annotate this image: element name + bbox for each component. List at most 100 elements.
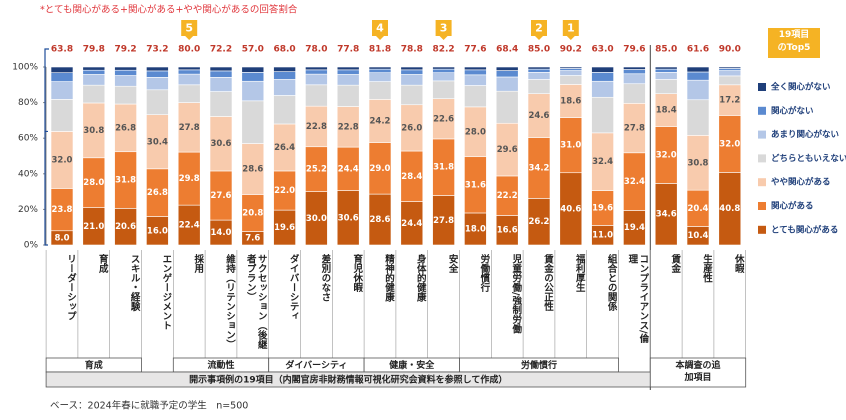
category-label: サクセッション（後継者プラン） <box>244 254 267 349</box>
value-label: 31.8 <box>433 163 454 173</box>
bar-segment <box>177 66 201 71</box>
category-label: 組合との関係 <box>605 254 617 311</box>
value-label: 34.2 <box>529 163 550 173</box>
value-label: 27.8 <box>433 216 454 226</box>
value-label: 26.8 <box>115 123 136 133</box>
value-label: 24.2 <box>370 116 391 126</box>
bar-segment <box>623 83 646 104</box>
value-label: 8.0 <box>54 233 69 243</box>
group-label: ダイバーシティ <box>285 359 347 371</box>
bar-segment <box>114 75 137 87</box>
group-label: 流動性 <box>207 359 234 371</box>
bar-segment <box>718 68 742 71</box>
legend-label: あまり関心がない <box>771 129 839 140</box>
value-label: 40.6 <box>560 204 581 214</box>
bar-segment <box>114 66 137 71</box>
bar-segment <box>432 72 455 82</box>
value-label: 18.6 <box>560 96 581 106</box>
value-label: 32.4 <box>592 157 613 167</box>
category-cell: ダイバーシティ <box>287 254 299 321</box>
bar-segment <box>686 66 710 73</box>
bar-segment <box>336 74 360 86</box>
bar-segment <box>400 69 424 75</box>
total-label: 85.0 <box>528 45 550 55</box>
category-cell: 生産性 <box>701 254 712 283</box>
bar-segment <box>177 73 201 86</box>
total-label: 79.2 <box>114 45 136 55</box>
value-label: 24.4 <box>338 164 359 174</box>
category-label: ダイバーシティ <box>287 254 299 321</box>
legend-swatch <box>758 106 766 115</box>
bar-segment <box>114 85 137 105</box>
value-label: 22.0 <box>274 186 295 196</box>
extra-group-box <box>649 357 747 388</box>
value-label: 29.8 <box>179 174 200 184</box>
bar-segment <box>368 81 392 100</box>
category-cell: 組合との関係 <box>605 254 617 311</box>
bar-segment <box>623 73 646 85</box>
category-cell: 採用 <box>192 254 203 273</box>
value-label: 22.8 <box>306 122 327 132</box>
category-cell: 児童労働/強制労働 <box>510 254 522 334</box>
value-label: 22.8 <box>338 122 359 132</box>
bar-segment <box>527 66 551 70</box>
bracket-arrow <box>44 48 49 132</box>
bar-segment <box>209 77 233 92</box>
bar-segment <box>241 100 265 144</box>
bar-segment <box>336 69 360 75</box>
rank-badge <box>181 20 198 36</box>
value-label: 19.6 <box>274 223 295 233</box>
category-cell: 差別のなさ <box>319 254 330 302</box>
category-label: 児童労働/強制労働 <box>510 254 522 334</box>
value-label: 30.8 <box>83 126 104 136</box>
bar-segment <box>718 66 742 69</box>
legend-label: どちらともいえない <box>771 153 846 164</box>
bar-segment <box>686 99 710 136</box>
category-label: 休暇 <box>732 254 744 273</box>
total-label: 90.2 <box>560 45 582 55</box>
total-label: 57.0 <box>242 45 264 55</box>
category-cell: 福利厚生 <box>574 254 585 292</box>
category-label: エンゲージメント <box>160 254 172 330</box>
bar-segment <box>464 66 487 71</box>
rank-pointer <box>185 36 194 40</box>
rank-label: 3 <box>440 22 448 35</box>
bar-segment <box>527 68 551 73</box>
bar-segment <box>654 68 678 73</box>
bar-segment <box>623 66 646 70</box>
rank-badge <box>435 20 452 36</box>
value-label: 16.0 <box>147 226 168 236</box>
value-label: 22.4 <box>179 221 200 231</box>
total-label: 82.2 <box>432 45 454 55</box>
legend-swatch <box>758 130 766 139</box>
value-label: 24.4 <box>401 219 422 229</box>
total-label: 77.8 <box>337 45 359 55</box>
bar-segment <box>432 80 455 99</box>
category-cell: 賃金 <box>669 254 680 273</box>
bar-segment <box>114 69 137 76</box>
value-label: 7.6 <box>245 234 260 244</box>
bar-segment <box>495 90 519 124</box>
legend-swatch <box>758 83 766 91</box>
bar-segment <box>336 66 360 71</box>
bar-segment <box>400 74 424 86</box>
bar-segment <box>591 80 614 98</box>
bar-segment <box>50 81 74 100</box>
bar-segment <box>146 70 169 78</box>
top5-badge <box>768 28 820 58</box>
category-cell: エンゲージメント <box>160 254 172 330</box>
category-cell: コンプライアンス/倫理 <box>626 254 648 343</box>
extra-cell: 本調査の追加項目 <box>675 361 720 383</box>
value-label: 14.0 <box>211 228 232 238</box>
rank-badge <box>531 20 547 36</box>
legend-label: 全く関心がない <box>770 82 831 93</box>
value-label: 30.0 <box>306 214 327 224</box>
value-label: 32.0 <box>719 139 740 149</box>
value-label: 17.2 <box>719 96 740 106</box>
bar-segment <box>305 73 328 86</box>
bar-segment <box>559 75 583 85</box>
value-label: 40.8 <box>719 204 740 214</box>
rank-label: 5 <box>185 22 193 35</box>
category-label: 労働慣行 <box>478 254 490 292</box>
